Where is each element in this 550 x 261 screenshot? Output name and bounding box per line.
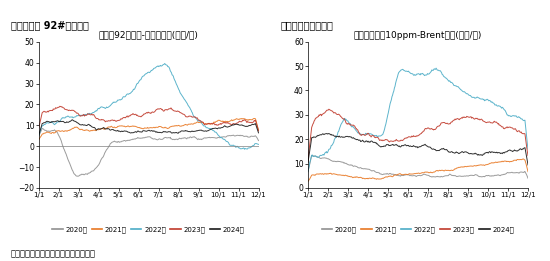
Legend: 2020年, 2021年, 2022年, 2023年, 2024年: 2020年, 2021年, 2022年, 2023年, 2024年 (50, 224, 248, 236)
Legend: 2020年, 2021年, 2022年, 2023年, 2024年: 2020年, 2021年, 2022年, 2023年, 2024年 (319, 224, 517, 236)
Text: 图：新加坡 92#汽油裂解: 图：新加坡 92#汽油裂解 (10, 20, 89, 30)
Text: 资料来源：阿花顺、彭博、新湖研究所: 资料来源：阿花顺、彭博、新湖研究所 (11, 250, 96, 258)
Text: 图：新加坡柴油裂解: 图：新加坡柴油裂解 (280, 20, 333, 30)
Title: 新加坡92号汽油-布伦特裂解(美元/桶): 新加坡92号汽油-布伦特裂解(美元/桶) (98, 31, 199, 40)
Title: 新加坡轻柴油10ppm-Brent裂解(美元/桶): 新加坡轻柴油10ppm-Brent裂解(美元/桶) (354, 31, 482, 40)
